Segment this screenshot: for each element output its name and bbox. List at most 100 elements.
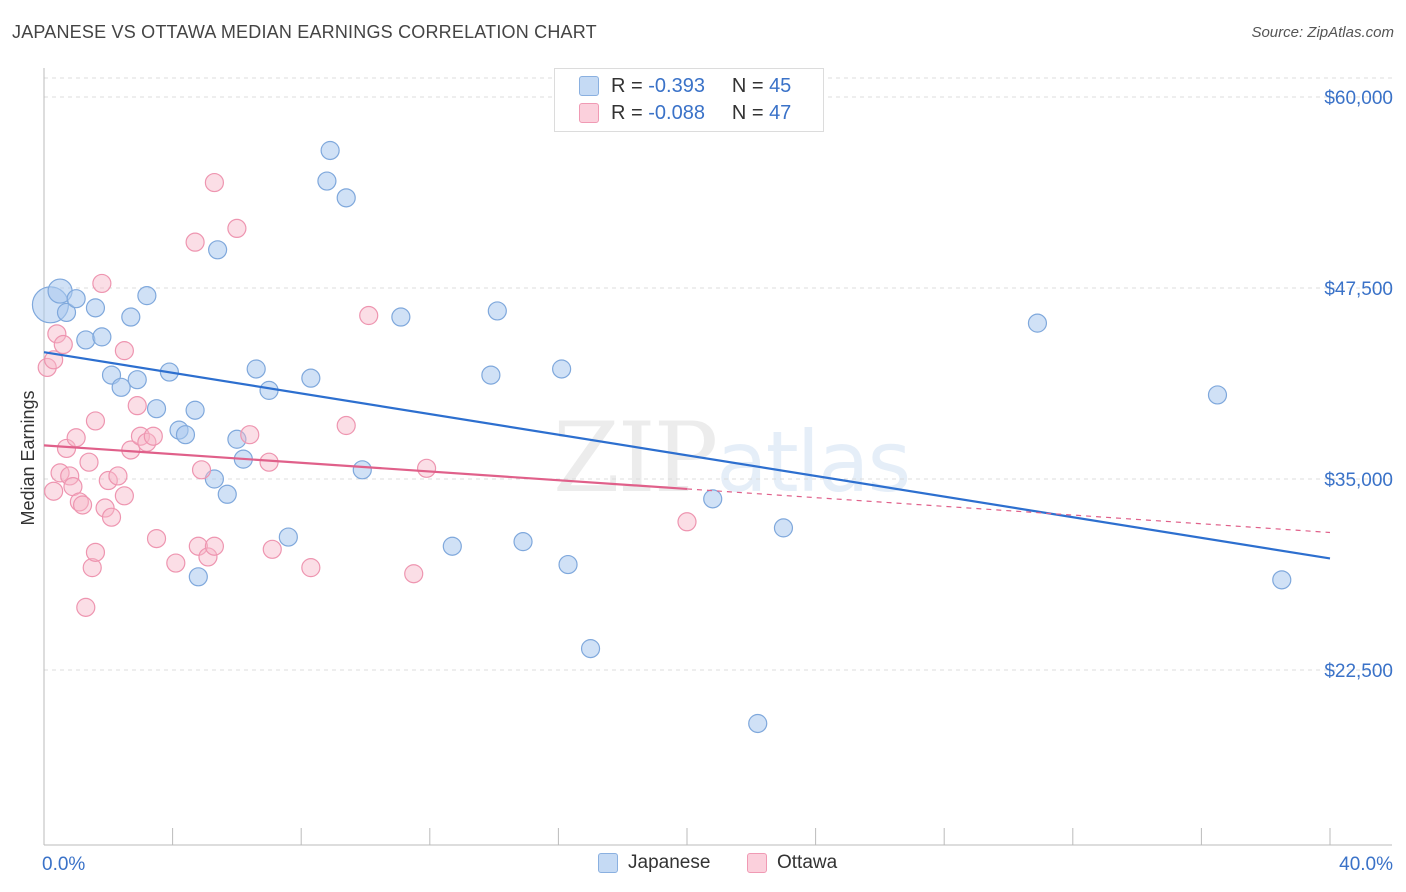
legend-n-value-japanese: 45 <box>769 74 792 97</box>
trend-line-ottawa <box>43 444 688 491</box>
point-ottawa-14 <box>82 558 102 578</box>
point-japanese-36 <box>552 359 572 379</box>
correlation-legend: R = -0.393 N = 45 R = -0.088 N = 47 <box>554 68 824 132</box>
point-ottawa-32 <box>188 536 208 556</box>
point-ottawa-44 <box>404 564 424 584</box>
y-axis-label: Median Earnings <box>18 390 38 525</box>
bottom-legend-ottawa: Ottawa <box>747 852 837 874</box>
point-ottawa-23 <box>114 486 134 506</box>
y-tick-label-3: $22,500 <box>1324 661 1393 682</box>
point-ottawa-3 <box>47 324 67 344</box>
point-japanese-20 <box>217 484 237 504</box>
legend-row-ottawa: R = -0.088 N = 47 <box>579 101 791 125</box>
point-ottawa-12 <box>76 597 96 617</box>
point-japanese-30 <box>352 460 372 480</box>
x-tick-label-left: 0.0% <box>42 854 85 875</box>
point-ottawa-28 <box>143 426 163 446</box>
point-japanese-33 <box>481 365 501 385</box>
point-ottawa-36 <box>204 172 224 193</box>
point-ottawa-29 <box>146 528 167 549</box>
point-ottawa-33 <box>191 460 212 480</box>
point-japanese-37 <box>558 554 578 575</box>
point-japanese-16 <box>185 400 205 420</box>
point-japanese-6 <box>92 327 112 347</box>
point-japanese-44 <box>1272 570 1292 590</box>
bottom-swatch-japanese <box>598 853 618 873</box>
point-ottawa-19 <box>98 470 118 491</box>
point-japanese-39 <box>703 489 723 509</box>
point-japanese-31 <box>391 307 411 327</box>
point-ottawa-45 <box>416 458 437 478</box>
point-japanese-9 <box>121 307 141 327</box>
point-ottawa-5 <box>53 334 73 355</box>
point-japanese-12 <box>146 399 167 419</box>
point-japanese-8 <box>111 377 131 397</box>
point-ottawa-10 <box>69 492 89 512</box>
point-japanese-27 <box>320 140 340 161</box>
point-ottawa-15 <box>85 542 106 562</box>
point-japanese-19 <box>208 240 228 260</box>
point-ottawa-0 <box>37 357 57 378</box>
legend-n-label-ottawa: N = <box>731 101 764 124</box>
point-ottawa-43 <box>359 305 379 326</box>
legend-r-value-ottawa: -0.088 <box>648 101 705 124</box>
point-japanese-25 <box>278 527 298 547</box>
point-ottawa-22 <box>114 341 134 361</box>
point-japanese-15 <box>175 425 196 445</box>
point-ottawa-31 <box>185 232 205 252</box>
point-japanese-34 <box>487 301 507 321</box>
legend-r-value-japanese: -0.393 <box>648 74 705 97</box>
legend-swatch-ottawa <box>579 103 599 123</box>
point-japanese-2 <box>56 302 77 323</box>
point-ottawa-40 <box>262 539 282 559</box>
bottom-legend-japanese: Japanese <box>598 852 710 874</box>
point-ottawa-35 <box>204 536 224 556</box>
y-tick-label-2: $35,000 <box>1324 470 1393 491</box>
point-ottawa-21 <box>108 466 128 486</box>
point-ottawa-37 <box>227 218 247 239</box>
point-ottawa-25 <box>127 396 147 416</box>
point-japanese-40 <box>748 713 768 734</box>
point-ottawa-11 <box>72 495 93 515</box>
watermark: ZIPatlas <box>553 402 911 514</box>
trend-line-japanese <box>43 351 1331 560</box>
point-japanese-4 <box>76 330 96 350</box>
point-ottawa-34 <box>198 547 218 567</box>
point-japanese-41 <box>773 518 794 538</box>
y-tick-label-0: $60,000 <box>1324 88 1393 109</box>
y-tick-label-1: $47,500 <box>1324 279 1393 300</box>
point-japanese-32 <box>442 536 462 556</box>
point-japanese-21 <box>227 429 247 449</box>
point-japanese-29 <box>336 188 356 208</box>
bottom-legend-label-ottawa: Ottawa <box>777 852 838 873</box>
point-ottawa-41 <box>301 558 321 578</box>
point-ottawa-13 <box>79 452 99 472</box>
point-japanese-23 <box>246 359 266 379</box>
point-ottawa-17 <box>92 273 112 294</box>
point-ottawa-46 <box>677 512 697 532</box>
bottom-swatch-ottawa <box>747 853 767 873</box>
point-ottawa-9 <box>66 428 86 448</box>
point-ottawa-39 <box>259 452 279 472</box>
point-ottawa-20 <box>101 507 122 527</box>
bottom-legend-label-japanese: Japanese <box>628 852 711 873</box>
point-japanese-11 <box>137 286 157 306</box>
legend-swatch-japanese <box>579 76 599 96</box>
source-label: Source: ZipAtlas.com <box>1251 24 1394 41</box>
point-japanese-42 <box>1027 313 1048 333</box>
point-ottawa-7 <box>60 466 80 486</box>
point-japanese-3 <box>66 289 86 309</box>
trend-line-dashed-ottawa <box>686 488 1331 534</box>
point-japanese-17 <box>188 567 208 587</box>
point-japanese-35 <box>513 532 533 552</box>
x-tick-label-right: 40.0% <box>1339 854 1393 875</box>
point-japanese-28 <box>317 171 337 191</box>
legend-row-japanese: R = -0.393 N = 45 <box>579 74 791 98</box>
watermark-zip: ZIP <box>553 402 718 514</box>
legend-r-label-japanese: R = <box>611 74 643 97</box>
point-ottawa-30 <box>166 553 186 573</box>
point-ottawa-42 <box>336 415 356 436</box>
watermark-atlas: atlas <box>716 413 911 511</box>
point-ottawa-16 <box>85 411 106 431</box>
point-japanese-5 <box>85 298 106 318</box>
